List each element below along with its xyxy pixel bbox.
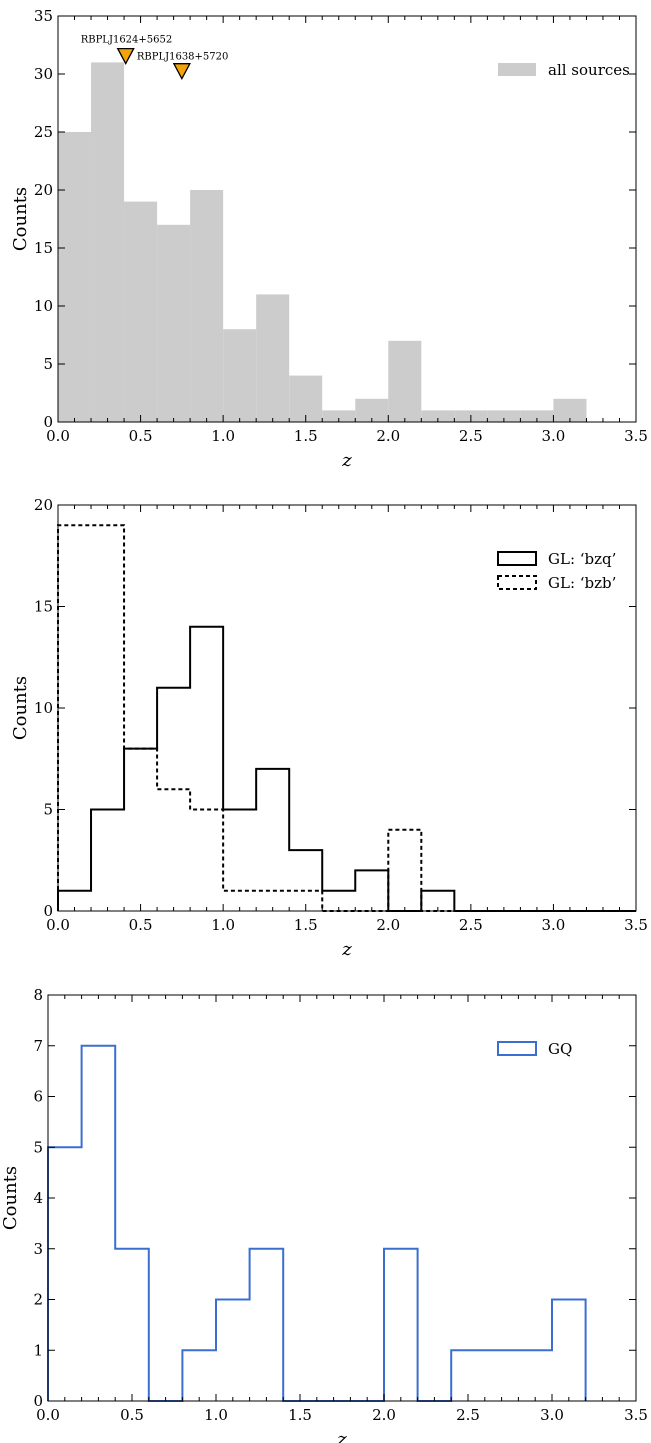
- histogram-bar: [256, 294, 290, 422]
- x-axis-label: z: [341, 450, 352, 471]
- legend-swatch: [497, 575, 537, 590]
- histogram-bar: [421, 410, 455, 422]
- x-tick-label: 1.0: [211, 916, 235, 934]
- x-tick-label: 0.5: [120, 1406, 144, 1424]
- legend-label: all sources: [548, 61, 630, 79]
- x-tick-label: 0.0: [36, 1406, 60, 1424]
- x-tick-label: 0.5: [129, 427, 153, 445]
- marker-label-1: RBPLJ1624+5652: [81, 35, 173, 46]
- histogram-bar: [355, 398, 389, 422]
- histogram-bar: [58, 132, 92, 422]
- y-tick-label: 5: [43, 801, 53, 819]
- y-tick-label: 25: [34, 123, 53, 141]
- y-tick-label: 10: [34, 297, 53, 315]
- marker-triangle-1: [116, 47, 135, 65]
- x-tick-label: 2.5: [456, 1406, 480, 1424]
- y-tick-label: 0: [43, 902, 53, 920]
- x-tick-label: 3.0: [540, 1406, 564, 1424]
- histogram-bar: [520, 410, 554, 422]
- legend-swatch: [497, 551, 537, 566]
- y-axis-label: Counts: [10, 187, 31, 251]
- histogram-bar: [223, 329, 257, 422]
- marker-triangle-2: [172, 63, 191, 81]
- legend: GL: ‘bzq’ GL: ‘bzb’: [497, 550, 616, 592]
- y-tick-label: 35: [34, 7, 53, 25]
- y-tick-label: 10: [34, 699, 53, 717]
- x-axis-label: z: [336, 1429, 347, 1443]
- legend: GQ: [497, 1040, 572, 1058]
- y-tick-label: 20: [34, 496, 53, 514]
- y-tick-label: 5: [43, 355, 53, 373]
- y-tick-label: 2: [33, 1291, 43, 1309]
- x-tick-label: 3.5: [624, 1406, 648, 1424]
- x-tick-label: 1.5: [294, 427, 318, 445]
- y-tick-label: 30: [34, 65, 53, 83]
- x-tick-label: 1.0: [204, 1406, 228, 1424]
- histogram-bar: [157, 224, 191, 422]
- x-tick-label: 2.0: [376, 427, 400, 445]
- x-tick-label: 3.5: [624, 916, 648, 934]
- y-tick-label: 6: [33, 1088, 43, 1106]
- x-tick-label: 0.5: [129, 916, 153, 934]
- y-tick-label: 15: [34, 598, 53, 616]
- x-tick-label: 3.0: [541, 916, 565, 934]
- y-tick-label: 7: [33, 1037, 43, 1055]
- histogram-bar: [91, 62, 125, 423]
- plot-frame: [57, 15, 637, 423]
- legend-label: GL: ‘bzb’: [548, 574, 616, 592]
- legend-label: GQ: [548, 1040, 572, 1058]
- histogram-bar: [124, 201, 158, 422]
- y-axis-label: Counts: [0, 1166, 21, 1230]
- x-tick-label: 1.5: [294, 916, 318, 934]
- y-tick-label: 1: [33, 1341, 43, 1359]
- y-axis-label: Counts: [10, 676, 31, 740]
- x-tick-label: 2.0: [372, 1406, 396, 1424]
- x-tick-label: 2.5: [459, 916, 483, 934]
- x-tick-label: 2.0: [376, 916, 400, 934]
- histogram-step-line-2: [57, 524, 636, 912]
- chart-panel-3: 0.0 0.5 1.0 1.5 2.0 2.5 3.0 3.5 0 1 2 3 4 5 6 7 8 z Counts…: [0, 986, 648, 1443]
- y-tick-label: 3: [33, 1240, 43, 1258]
- histogram-bar: [487, 410, 521, 422]
- histogram-bar: [388, 340, 422, 422]
- x-tick-label: 1.0: [211, 427, 235, 445]
- legend-label: GL: ‘bzq’: [548, 550, 616, 568]
- legend: all sources: [498, 61, 630, 79]
- y-tick-label: 0: [33, 1392, 43, 1410]
- y-tick-label: 5: [33, 1138, 43, 1156]
- x-axis-label: z: [341, 939, 352, 960]
- histogram-bar: [322, 410, 356, 422]
- chart-panel-2: 0.0 0.5 1.0 1.5 2.0 2.5 3.0 3.5 0 5 10 15 20 z Counts G…: [10, 496, 648, 960]
- legend-swatch: [497, 1041, 537, 1056]
- x-tick-label: 3.5: [624, 427, 648, 445]
- histogram-bar: [289, 375, 323, 422]
- histogram-step-line-1: [57, 625, 636, 912]
- y-tick-label: 8: [33, 986, 43, 1004]
- y-tick-label: 20: [34, 181, 53, 199]
- y-tick-label: 4: [33, 1189, 43, 1207]
- histogram-bar: [190, 190, 224, 422]
- x-tick-label: 2.5: [459, 427, 483, 445]
- y-tick-label: 0: [43, 413, 53, 431]
- marker-label-2: RBPLJ1638+5720: [137, 52, 229, 63]
- chart-panel-1: 0.0 0.5 1.0 1.5 2.0 2.5 3.0 3.5 0 5 10 15 20 25 30 35 z C…: [10, 7, 648, 471]
- y-tick-label: 15: [34, 239, 53, 257]
- histogram-step-line-1: [47, 1044, 587, 1402]
- legend-swatch: [498, 63, 536, 76]
- x-tick-label: 3.0: [541, 427, 565, 445]
- histogram-bar: [553, 398, 587, 422]
- x-tick-label: 0.0: [46, 427, 70, 445]
- x-tick-label: 1.5: [288, 1406, 312, 1424]
- x-tick-label: 0.0: [46, 916, 70, 934]
